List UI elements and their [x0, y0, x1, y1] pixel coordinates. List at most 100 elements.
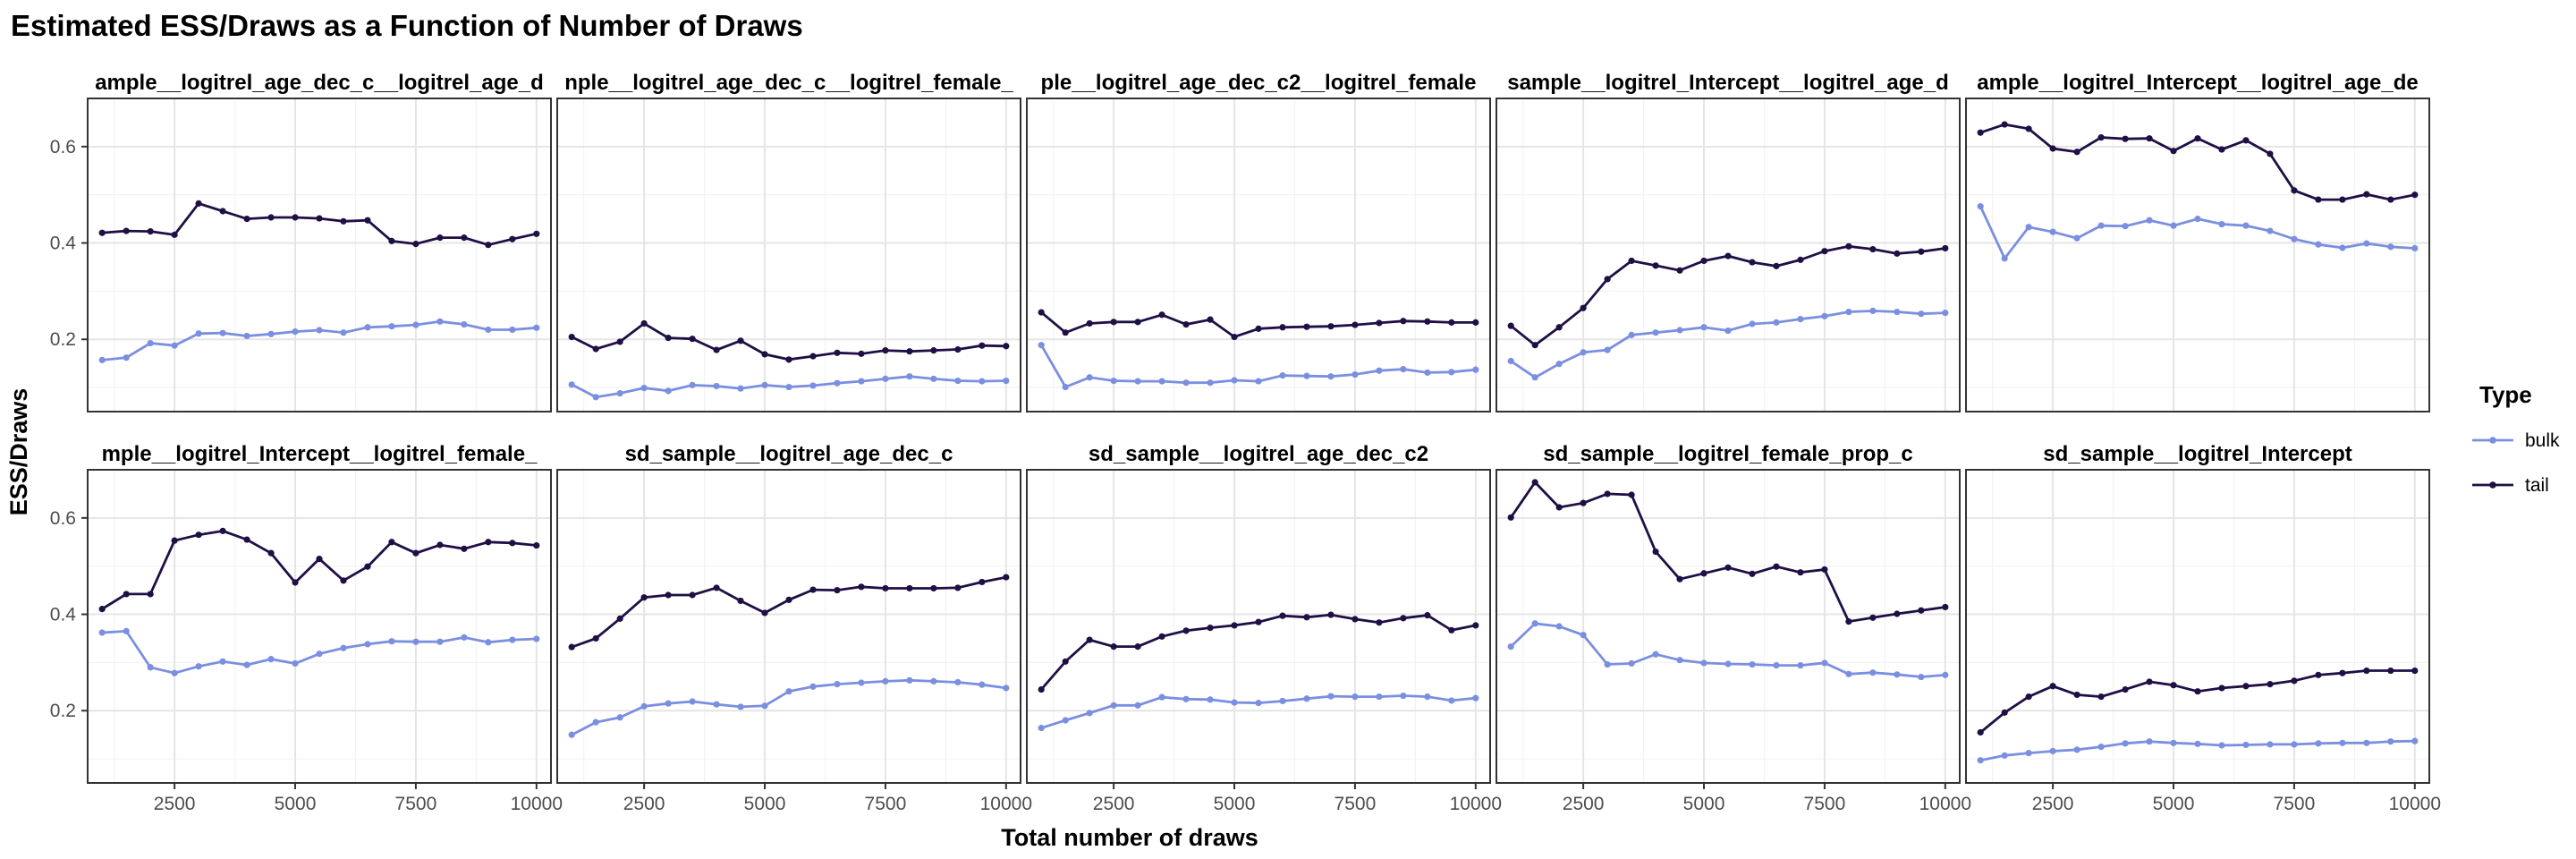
bulk-point [1134, 378, 1141, 385]
facet-panel: ple__logitrel_age_dec_c2__logitrel_femal… [1026, 71, 1491, 412]
tail-point [171, 231, 178, 238]
y-tick-label: 0.4 [50, 234, 77, 254]
tail-point [1821, 248, 1828, 255]
bulk-point [858, 378, 865, 385]
facet-panel: sd_sample__logitrel_age_dec_c 2500 5000 750… [556, 442, 1032, 814]
tail-point [616, 338, 623, 345]
tail-point [98, 606, 106, 613]
x-tick-label: 5000 [275, 794, 317, 814]
bulk-point [665, 387, 672, 395]
tail-point [689, 591, 696, 599]
bulk-point [2122, 740, 2129, 747]
legend-items: bulk tail [2472, 430, 2560, 496]
tail-point [533, 230, 540, 237]
tail-point [147, 228, 154, 235]
bulk-point [1062, 383, 1069, 391]
bulk-point [1555, 623, 1563, 630]
bulk-point [1580, 632, 1587, 639]
tail-point [1942, 603, 1949, 611]
bulk-point [388, 323, 395, 330]
bulk-point [1749, 660, 1756, 668]
bulk-point [1424, 369, 1431, 376]
tail-point [1134, 319, 1141, 326]
bulk-point [930, 375, 937, 382]
bulk-point [243, 332, 250, 340]
bulk-point [1182, 379, 1190, 387]
bulk-point [2267, 227, 2274, 234]
tail-point [1869, 614, 1877, 621]
x-tick-label: 7500 [1804, 794, 1846, 814]
bulk-point [1797, 662, 1804, 669]
bulk-point [2170, 222, 2177, 229]
bulk-point [2194, 216, 2201, 223]
tail-point [1749, 259, 1756, 266]
panel-border [1965, 98, 2430, 412]
tail-point [882, 584, 889, 592]
tail-point [2170, 682, 2177, 689]
bulk-point [436, 638, 444, 645]
tail-point [171, 537, 178, 544]
bulk-point [436, 318, 444, 325]
tail-series-line [571, 321, 1006, 361]
tail-point [737, 337, 744, 344]
bulk-point [2194, 740, 2201, 747]
tail-point [2411, 191, 2419, 199]
bulk-point [1676, 327, 1683, 334]
tail-point [616, 615, 623, 622]
tail-point [1942, 244, 1949, 252]
tail-point [979, 342, 986, 349]
bulk-point [1062, 717, 1069, 724]
tail-point [2146, 135, 2153, 142]
tail-point [1158, 311, 1165, 319]
bulk-point [2025, 750, 2032, 757]
tail-point [1110, 643, 1117, 651]
facet-panel: ample__logitrel_age_dec_c__logitrel_age_… [50, 71, 552, 412]
tail-point [1303, 614, 1310, 621]
tail-point [2218, 685, 2225, 692]
tail-point [509, 540, 516, 547]
tail-point [412, 549, 419, 557]
y-axis-title: ESS/Draws [5, 388, 32, 516]
tail-point [1182, 627, 1190, 634]
bulk-point [1942, 671, 1949, 678]
bulk-point [461, 634, 468, 641]
bulk-point [292, 328, 299, 336]
bulk-point [834, 379, 841, 387]
bulk-point [364, 324, 371, 331]
tail-point [1580, 304, 1587, 311]
facet-panel: sd_sample__logitrel_Intercept 2500 5000 750… [1965, 442, 2441, 814]
tail-point [1700, 257, 1707, 265]
bulk-point [2122, 223, 2129, 230]
bulk-point [267, 330, 275, 337]
bulk-point [665, 700, 672, 707]
tail-point [1448, 319, 1455, 326]
bulk-point [1894, 308, 1901, 316]
bulk-point [195, 663, 202, 670]
tail-point [785, 356, 792, 363]
bulk-point [1303, 695, 1310, 702]
tail-point [1086, 319, 1093, 327]
bulk-point [364, 641, 371, 648]
bulk-point [809, 382, 817, 389]
bulk-point [243, 661, 250, 668]
panel-border [1026, 98, 1491, 412]
bulk-point [1918, 310, 1925, 318]
x-tick-label: 7500 [865, 794, 907, 814]
panel-border [87, 469, 552, 784]
bulk-point [1327, 373, 1335, 380]
bulk-point [1231, 699, 1238, 706]
tail-series-line [571, 575, 1007, 649]
bulk-point [147, 339, 154, 347]
facet-panel: ample__logitrel_Intercept__logitrel_age_… [1965, 71, 2430, 412]
legend-key-point [2489, 437, 2496, 444]
bulk-point [954, 678, 962, 686]
tail-point [930, 584, 937, 592]
facet-strip-label: ample__logitrel_age_dec_c__logitrel_age_… [95, 71, 544, 95]
bulk-point [2025, 224, 2032, 231]
bulk-point [2146, 738, 2153, 745]
bulk-point [1255, 378, 1262, 385]
bulk-point [171, 342, 178, 349]
tail-point [1628, 491, 1635, 498]
x-tick-label: 2500 [2032, 794, 2074, 814]
tail-point [1448, 626, 1455, 634]
